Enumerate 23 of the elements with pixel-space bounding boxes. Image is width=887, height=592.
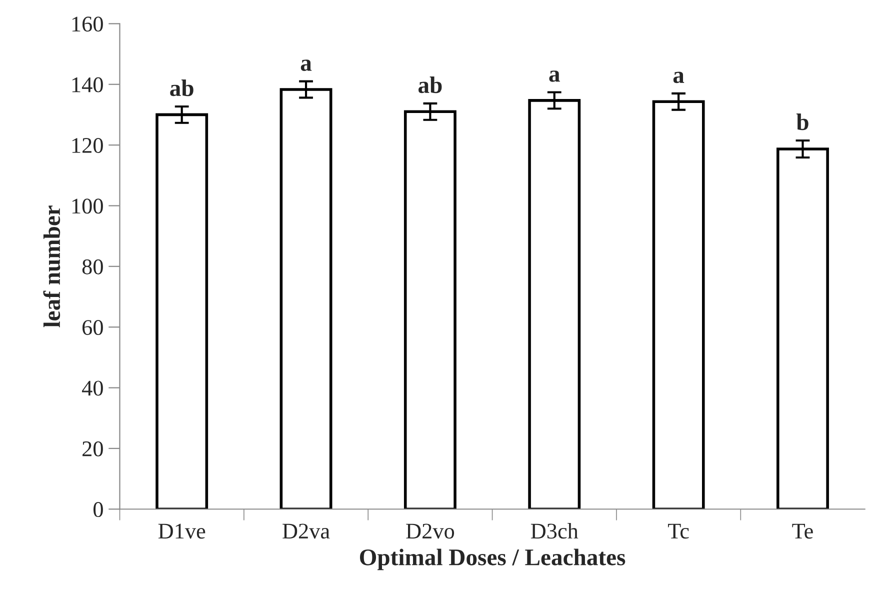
y-axis-title: leaf number	[43, 206, 60, 328]
annotation: ab	[170, 80, 194, 96]
y-tick-label: 100	[72, 198, 103, 214]
y-tick-label: 60	[82, 320, 103, 336]
x-tick-label: Tc	[668, 524, 689, 539]
x-tick-label: D1ve	[158, 524, 206, 539]
y-tick-label: 0	[94, 502, 103, 518]
annotation: a	[549, 70, 560, 82]
annotation: a	[300, 60, 312, 71]
x-tick-label: D2va	[282, 524, 330, 539]
y-tick-label: 20	[82, 441, 103, 456]
annotation: a	[673, 72, 684, 84]
x-tick-label: D2vo	[406, 524, 454, 539]
y-tick-label: 80	[82, 259, 103, 274]
x-tick-label: Te	[792, 524, 813, 539]
y-tick-label: 40	[82, 380, 103, 396]
y-tick-label: 160	[72, 16, 103, 32]
y-tick-label: 120	[72, 138, 103, 153]
annotation: ab	[418, 76, 442, 94]
annotation: b	[796, 114, 808, 130]
x-tick-label: D3ch	[530, 523, 578, 539]
y-tick-label: 140	[72, 77, 103, 92]
x-axis-title: Optimal Doses / Leachates	[360, 548, 626, 570]
